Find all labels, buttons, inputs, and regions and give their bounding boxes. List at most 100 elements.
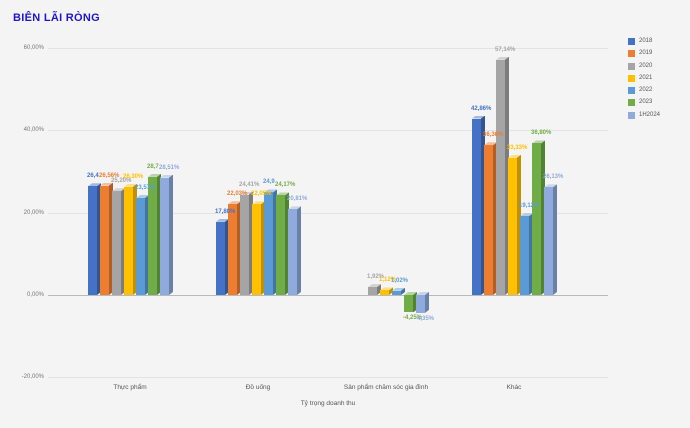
bar-side-face — [97, 183, 101, 295]
bar-top-face — [544, 184, 557, 187]
bar-value-label: 36,80% — [531, 130, 552, 137]
bar-side-face — [261, 201, 265, 295]
chart-title: BIÊN LÃI RÒNG — [13, 12, 101, 24]
bar-2019 — [484, 145, 493, 295]
x-axis-category: Khác — [506, 384, 522, 391]
bar-value-label: 24,9 — [263, 179, 275, 186]
bar-top-face — [112, 188, 125, 191]
bar-top-face — [228, 201, 241, 204]
bar-side-face — [237, 201, 241, 295]
legend: 2018 2019 2020 2021 2022 2023 1H2024 — [628, 38, 660, 124]
bar-side-face — [285, 192, 289, 295]
bar-value-label: 26,56% — [99, 172, 120, 179]
bar-2020 — [496, 59, 505, 295]
bar-2020 — [112, 191, 121, 295]
legend-label: 2020 — [639, 62, 653, 69]
bar-side-face — [425, 292, 429, 313]
bar-side-face — [297, 206, 301, 295]
legend-item-2023: 2023 — [628, 99, 660, 107]
bar-2023 — [276, 195, 285, 295]
bar-2021 — [252, 204, 261, 295]
legend-item-2021: 2021 — [628, 74, 660, 82]
bar-top-face — [380, 287, 393, 290]
y-axis-tick: 20,00% — [23, 209, 44, 216]
bar-value-label: 57,14% — [495, 46, 516, 53]
bar-2021 — [124, 186, 133, 295]
bar-top-face — [404, 292, 417, 295]
x-axis-category: Sản phẩm chăm sóc gia đình — [343, 384, 429, 391]
bar-value-label: 26,4 — [87, 173, 99, 180]
bar-2023 — [148, 176, 157, 295]
bar-side-face — [157, 174, 161, 295]
x-axis-category: Thực phẩm — [113, 384, 147, 391]
legend-label: 2018 — [639, 38, 653, 44]
bar-top-face — [124, 184, 137, 187]
legend-swatch — [628, 99, 635, 107]
bar-side-face — [389, 287, 393, 295]
bar-side-face — [413, 292, 417, 312]
bar-value-label: 42,86% — [471, 105, 492, 112]
y-axis-tick: 60,00% — [23, 44, 44, 51]
bar-1H2024 — [544, 187, 553, 295]
bar-value-label: 28,51% — [159, 164, 180, 171]
bar-top-face — [264, 189, 277, 192]
legend-swatch — [628, 87, 635, 95]
bar-side-face — [517, 155, 521, 295]
legend-label: 2022 — [639, 87, 653, 94]
bar-side-face — [145, 195, 149, 295]
bar-2018 — [472, 118, 481, 295]
legend-label: 2019 — [639, 50, 653, 57]
bar-value-label: 24,17% — [275, 182, 296, 189]
bar-value-label: 20,81% — [287, 196, 308, 203]
bar-value-label: 33,33% — [507, 144, 528, 151]
bar-side-face — [109, 183, 113, 295]
legend-swatch — [628, 111, 635, 119]
bar-value-label: -4,35% — [415, 315, 435, 322]
bar-top-face — [392, 288, 405, 291]
bar-top-face — [136, 195, 149, 198]
bar-top-face — [240, 192, 253, 195]
bar-value-label: 26,30% — [123, 173, 144, 180]
bar-top-face — [252, 201, 265, 204]
bar-top-face — [416, 292, 429, 295]
bar-value-label: 26,13% — [543, 174, 564, 181]
legend-label: 2021 — [639, 74, 653, 81]
bar-top-face — [288, 206, 301, 209]
bar-top-face — [88, 183, 101, 186]
y-axis-tick: -20,00% — [21, 374, 44, 381]
bar-value-label: 1,92% — [367, 274, 385, 281]
bar-2021 — [380, 290, 389, 295]
bar-top-face — [160, 175, 173, 178]
bar-value-label: 19,12% — [519, 203, 540, 210]
bar-side-face — [481, 116, 485, 295]
gridline — [48, 377, 608, 379]
bar-top-face — [520, 213, 533, 216]
bar-side-face — [377, 284, 381, 295]
legend-item-1H2024: 1H2024 — [628, 111, 660, 119]
bar-top-face — [100, 183, 113, 186]
bar-2022 — [520, 216, 529, 295]
legend-swatch — [628, 74, 635, 82]
bar-side-face — [401, 288, 405, 295]
bar-side-face — [541, 140, 545, 295]
bar-2023 — [532, 143, 541, 295]
legend-label: 2023 — [639, 99, 653, 106]
bar-top-face — [148, 174, 161, 177]
bar-side-face — [169, 175, 173, 295]
bar-side-face — [249, 192, 253, 295]
bar-side-face — [225, 219, 229, 295]
bar-value-label: 1,12% — [379, 277, 397, 284]
bar-top-face — [532, 140, 545, 143]
y-axis-tick: 40,00% — [23, 127, 44, 134]
bar-value-label: 23,57% — [135, 184, 156, 191]
bar-2022 — [392, 290, 401, 295]
bar-2022 — [136, 197, 145, 295]
bar-value-label: 17,80% — [215, 208, 236, 215]
bar-top-face — [276, 192, 289, 195]
bar-value-label: 25,20% — [111, 178, 132, 185]
bar-side-face — [493, 142, 497, 295]
y-axis-tick: 0,00% — [26, 292, 44, 298]
bar-value-label: 36,36% — [483, 132, 504, 139]
bar-side-face — [121, 188, 125, 295]
bar-value-label: 28,7 — [147, 163, 159, 170]
